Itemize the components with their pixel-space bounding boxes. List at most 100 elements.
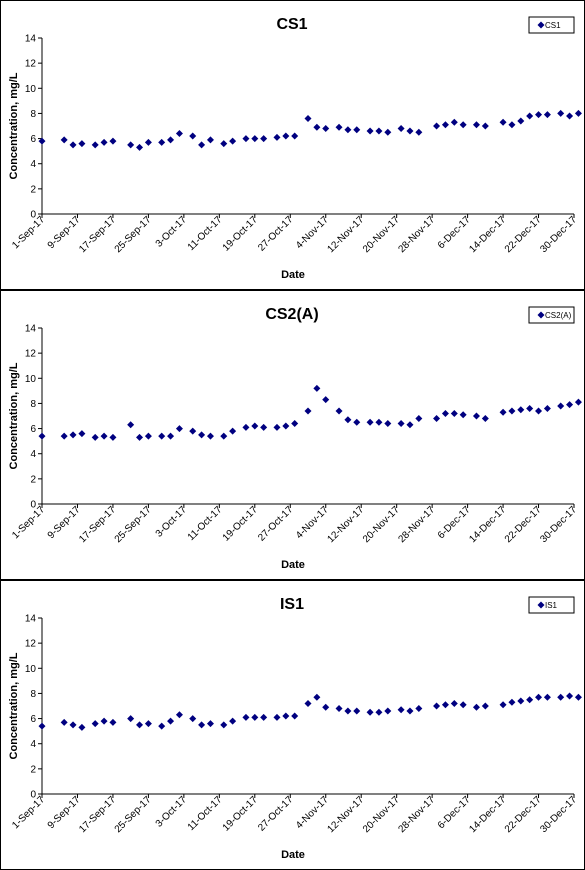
x-tick-label: 6-Dec-17 [436,214,473,251]
data-point [229,717,237,725]
data-point [167,717,175,725]
legend-label: IS1 [545,601,558,610]
x-tick-label: 4-Nov-17 [294,214,331,251]
data-point [406,127,414,135]
data-point [433,415,441,423]
data-point [517,406,525,414]
data-point [198,141,206,149]
data-point [508,698,516,706]
data-point [109,137,117,145]
x-tick-label: 6-Dec-17 [436,504,473,541]
x-tick-label: 14-Dec-17 [467,214,508,255]
data-point [175,425,183,433]
data-point [335,123,343,131]
legend: CS2(A) [528,306,575,324]
x-tick-label: 3-Oct-17 [154,214,190,250]
y-tick-label: 4 [30,739,36,750]
chart-svg-cs2a: CS2(A) 0 2 4 6 8 10 12 14 1-Sep-179-Sep-1717-Sep-… [8,306,582,571]
y-axis-title: Concentration, mg/L [8,72,20,179]
data-point [353,126,361,134]
data-point [499,701,507,709]
data-point [481,415,489,423]
data-point [91,720,99,728]
y-tick-label: 8 [30,399,36,410]
data-point [175,130,183,138]
data-point [566,401,574,409]
data-point [198,431,206,439]
data-point [60,718,68,726]
data-point [91,141,99,149]
data-point [100,717,108,725]
chart-title: IS1 [280,596,304,613]
legend-box [528,596,575,614]
data-point [535,111,543,119]
x-tick-label: 11-Oct-17 [186,504,225,543]
data-point [251,135,259,143]
data-point [291,132,299,140]
x-tick-label: 22-Dec-17 [503,794,544,835]
data-point [136,143,144,151]
data-point [242,135,250,143]
chart-title: CS1 [276,16,307,33]
y-tick-label: 12 [25,59,37,70]
legend-label: CS1 [545,21,561,30]
y-axis-title: Concentration, mg/L [8,652,20,759]
data-point [69,141,77,149]
x-tick-label: 17-Sep-17 [77,214,118,255]
chart-title: CS2(A) [265,306,318,323]
data-point [384,128,392,136]
x-tick-label: 20-Nov-17 [361,214,402,255]
data-point [322,125,330,133]
data-point [433,122,441,130]
x-tick-label: 27-Oct-17 [256,794,296,834]
data-point [273,423,281,431]
data-point [260,135,268,143]
data-point [415,415,423,423]
data-point [304,114,312,122]
data-point [557,109,565,117]
data-point [144,720,152,728]
x-tick-label: 12-Nov-17 [326,794,367,835]
x-tick-label: 3-Oct-17 [154,504,190,540]
x-tick-label: 19-Oct-17 [221,504,261,544]
data-point [322,396,330,404]
data-point [38,137,46,145]
data-point [127,421,135,429]
x-tick-label: 27-Oct-17 [256,214,296,254]
data-point [415,705,423,713]
data-point [251,422,259,430]
data-point [167,432,175,440]
data-point [282,132,290,140]
y-tick-label: 0 [30,500,36,511]
data-point [100,432,108,440]
data-point [335,407,343,415]
data-point [366,127,374,135]
data-point [206,432,214,440]
x-tick-label: 17-Sep-17 [77,794,118,835]
x-tick-label: 22-Dec-17 [503,214,544,255]
data-point [291,420,299,428]
x-tick-label: 30-Dec-17 [538,504,579,545]
x-tick-label: 14-Dec-17 [467,504,508,545]
data-point [353,418,361,426]
data-point [415,128,423,136]
chart-panel-cs1: CS1 0 2 4 6 8 10 12 14 1-Sep-17 9-Sep-17 17-Sep-17 2… [0,0,585,290]
data-point [242,423,250,431]
y-tick-label: 4 [30,159,36,170]
data-point [167,136,175,144]
x-tick-label: 14-Dec-17 [467,794,508,835]
data-point [38,432,46,440]
y-tick-label: 0 [30,790,36,801]
data-point [557,402,565,410]
data-point [38,722,46,730]
data-point [344,126,352,134]
data-point [472,412,480,420]
y-tick-label: 2 [30,764,36,775]
y-tick-label: 12 [25,349,37,360]
y-tick-label: 10 [25,374,37,385]
legend-marker [537,601,545,609]
data-point [535,407,543,415]
data-point [526,404,534,412]
data-point [366,708,374,716]
data-point [69,721,77,729]
